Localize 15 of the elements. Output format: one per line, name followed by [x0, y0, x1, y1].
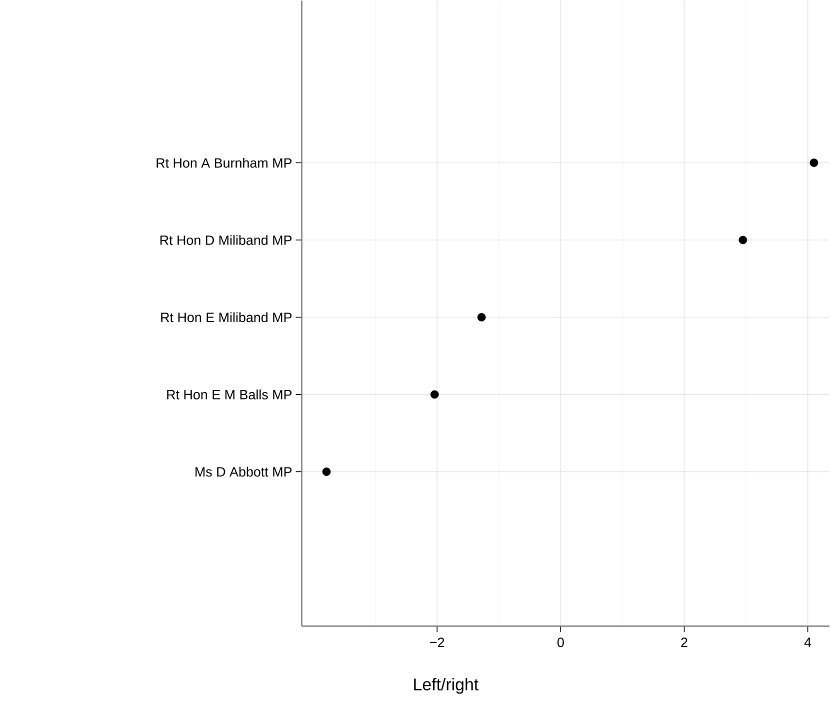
x-tick-label: 4 — [804, 638, 812, 647]
point — [477, 313, 486, 322]
y-tick-label: Rt Hon E Miliband MP — [161, 312, 292, 322]
point — [430, 390, 439, 399]
x-axis-title: Left/right — [414, 678, 478, 694]
point — [810, 158, 818, 167]
y-tick-label: Rt Hon E M Balls MP — [167, 389, 292, 400]
x-tick-label: 2 — [681, 638, 688, 648]
point — [738, 236, 748, 244]
point — [322, 467, 331, 476]
y-tick-label: Rt Hon A Burnham MP — [156, 158, 292, 168]
y-tick-label: Rt Hon D Miliband MP — [160, 235, 292, 245]
x-tick-label: −2 — [430, 638, 444, 648]
y-tick-label: Ms D Abbott MP — [196, 466, 292, 477]
x-tick-label: 0 — [557, 638, 564, 648]
